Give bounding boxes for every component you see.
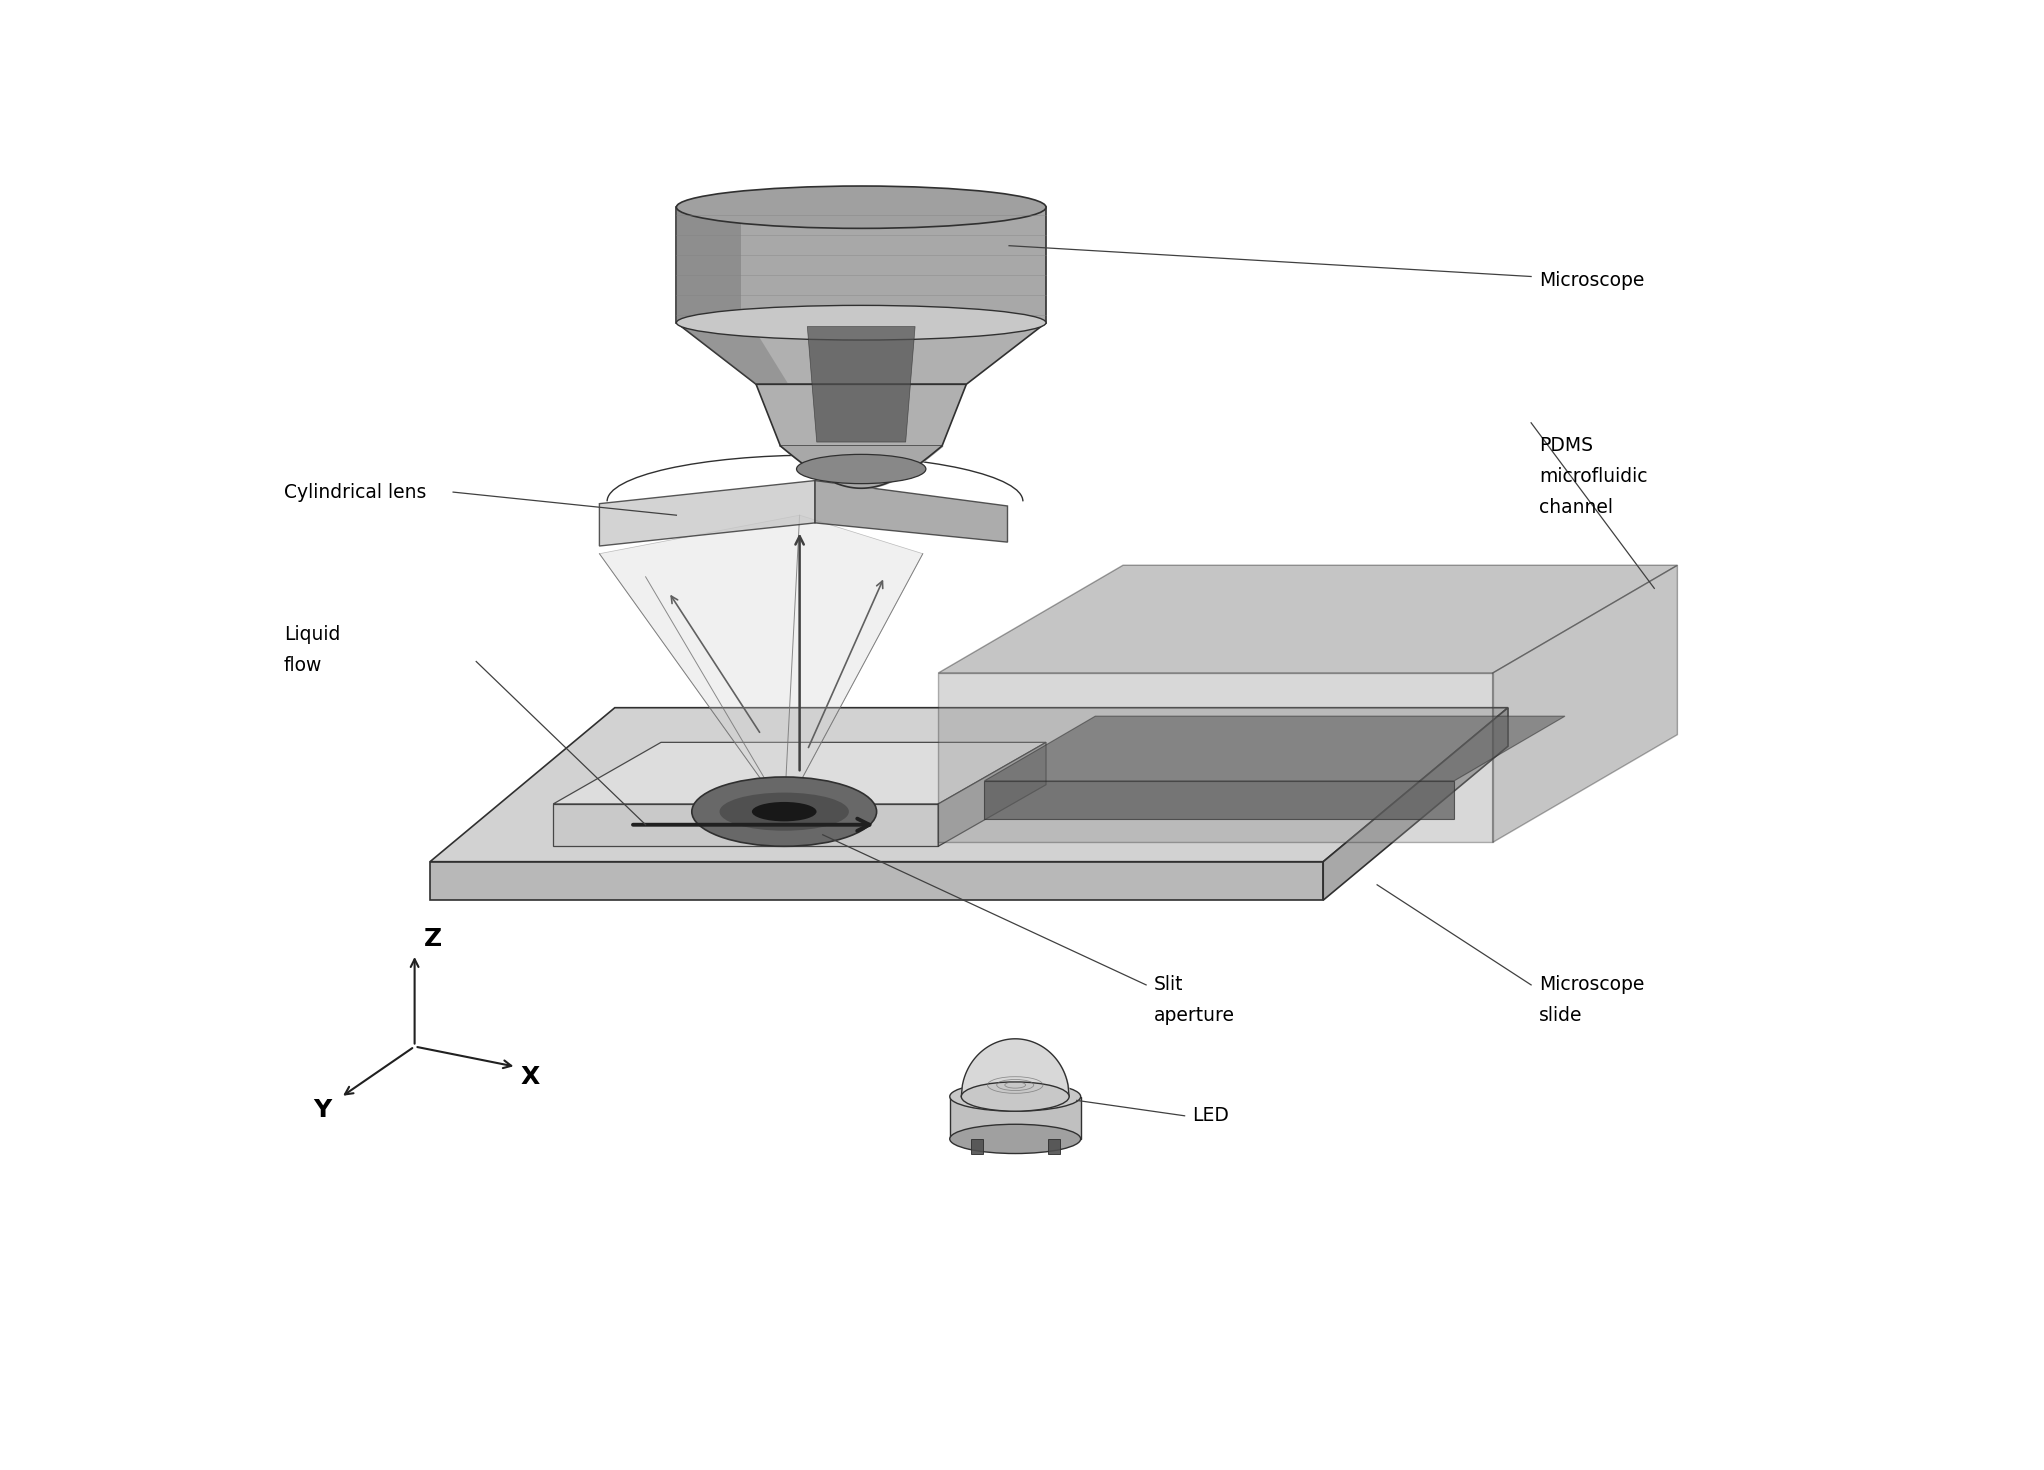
Polygon shape: [816, 481, 1008, 542]
Polygon shape: [554, 804, 938, 847]
Polygon shape: [677, 323, 1047, 384]
Ellipse shape: [797, 454, 926, 484]
Text: Microscope
slide: Microscope slide: [1539, 975, 1643, 1025]
Polygon shape: [1492, 566, 1678, 842]
Text: Cylindrical lens: Cylindrical lens: [284, 482, 425, 501]
Ellipse shape: [950, 1082, 1081, 1111]
Polygon shape: [1322, 707, 1508, 900]
Polygon shape: [1049, 1139, 1061, 1154]
Ellipse shape: [677, 187, 1047, 228]
Polygon shape: [429, 707, 1508, 861]
Text: PDMS
microfluidic
channel: PDMS microfluidic channel: [1539, 437, 1647, 517]
Polygon shape: [938, 566, 1678, 673]
Polygon shape: [985, 781, 1453, 819]
Text: Liquid
flow: Liquid flow: [284, 625, 339, 675]
Text: LED: LED: [1192, 1107, 1228, 1126]
Polygon shape: [971, 1139, 983, 1154]
Ellipse shape: [950, 1125, 1081, 1154]
Polygon shape: [756, 384, 967, 445]
Polygon shape: [950, 1097, 1081, 1139]
Polygon shape: [985, 716, 1566, 781]
Polygon shape: [677, 207, 1047, 323]
Polygon shape: [938, 742, 1047, 847]
Text: Z: Z: [423, 928, 442, 951]
Text: X: X: [521, 1064, 540, 1089]
Polygon shape: [677, 207, 742, 323]
Ellipse shape: [677, 306, 1047, 340]
Ellipse shape: [719, 792, 848, 831]
Ellipse shape: [691, 778, 877, 847]
Polygon shape: [554, 742, 1047, 804]
Text: Microscope: Microscope: [1539, 270, 1643, 290]
Text: Y: Y: [313, 1098, 331, 1122]
Polygon shape: [599, 514, 922, 811]
Text: Slit
aperture: Slit aperture: [1153, 975, 1235, 1025]
Polygon shape: [599, 481, 816, 545]
Polygon shape: [429, 861, 1322, 900]
Polygon shape: [677, 323, 789, 384]
Ellipse shape: [961, 1082, 1069, 1111]
Ellipse shape: [752, 803, 816, 822]
Polygon shape: [938, 673, 1492, 842]
Polygon shape: [807, 326, 916, 442]
